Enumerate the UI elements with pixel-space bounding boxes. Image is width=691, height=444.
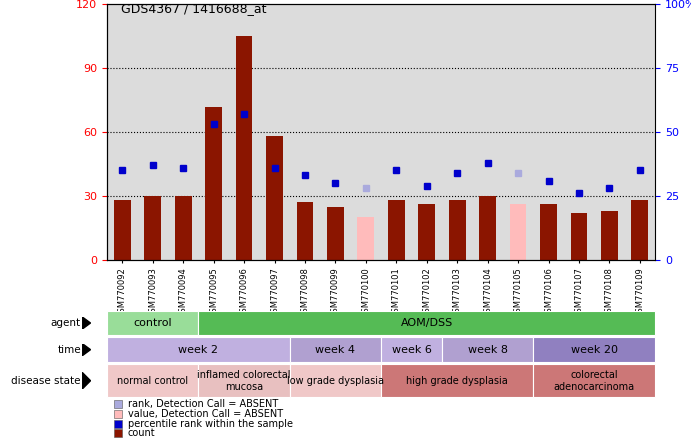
Text: rank, Detection Call = ABSENT: rank, Detection Call = ABSENT [128, 399, 278, 409]
Text: AOM/DSS: AOM/DSS [401, 318, 453, 328]
Text: high grade dysplasia: high grade dysplasia [406, 376, 508, 386]
Text: week 2: week 2 [178, 345, 218, 355]
Bar [144, 196, 161, 260]
Bar [510, 204, 527, 260]
Bar [236, 36, 252, 260]
Bar [175, 196, 191, 260]
Text: week 4: week 4 [315, 345, 355, 355]
Polygon shape [82, 317, 91, 329]
Text: count: count [128, 428, 155, 438]
Bar [418, 204, 435, 260]
Text: agent: agent [50, 318, 81, 328]
Bar [480, 196, 496, 260]
Text: inflamed colorectal
mucosa: inflamed colorectal mucosa [198, 370, 291, 392]
Text: colorectal
adenocarcinoma: colorectal adenocarcinoma [553, 370, 635, 392]
Bar [114, 200, 131, 260]
Text: control: control [133, 318, 172, 328]
Bar [601, 211, 618, 260]
Text: normal control: normal control [117, 376, 189, 386]
Bar [540, 204, 557, 260]
Bar [571, 213, 587, 260]
Bar [632, 200, 648, 260]
Text: disease state: disease state [11, 376, 81, 386]
Text: GDS4367 / 1416688_at: GDS4367 / 1416688_at [121, 2, 267, 15]
Text: percentile rank within the sample: percentile rank within the sample [128, 419, 293, 428]
Text: low grade dysplasia: low grade dysplasia [287, 376, 384, 386]
Text: week 8: week 8 [468, 345, 508, 355]
Polygon shape [82, 344, 91, 356]
Bar [266, 136, 283, 260]
Bar [327, 206, 344, 260]
Bar [205, 107, 222, 260]
Text: week 6: week 6 [392, 345, 431, 355]
Bar [357, 217, 375, 260]
Bar [449, 200, 466, 260]
Text: week 20: week 20 [571, 345, 618, 355]
Text: value, Detection Call = ABSENT: value, Detection Call = ABSENT [128, 409, 283, 419]
Bar [296, 202, 313, 260]
Polygon shape [82, 373, 91, 389]
Text: time: time [57, 345, 81, 355]
Bar [388, 200, 405, 260]
